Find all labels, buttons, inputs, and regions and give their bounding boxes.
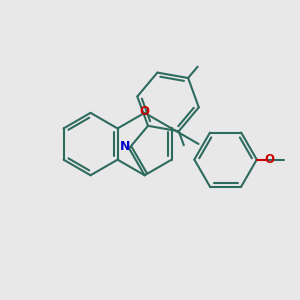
Text: O: O	[140, 105, 150, 118]
Text: O: O	[264, 153, 274, 166]
Text: N: N	[119, 140, 130, 153]
